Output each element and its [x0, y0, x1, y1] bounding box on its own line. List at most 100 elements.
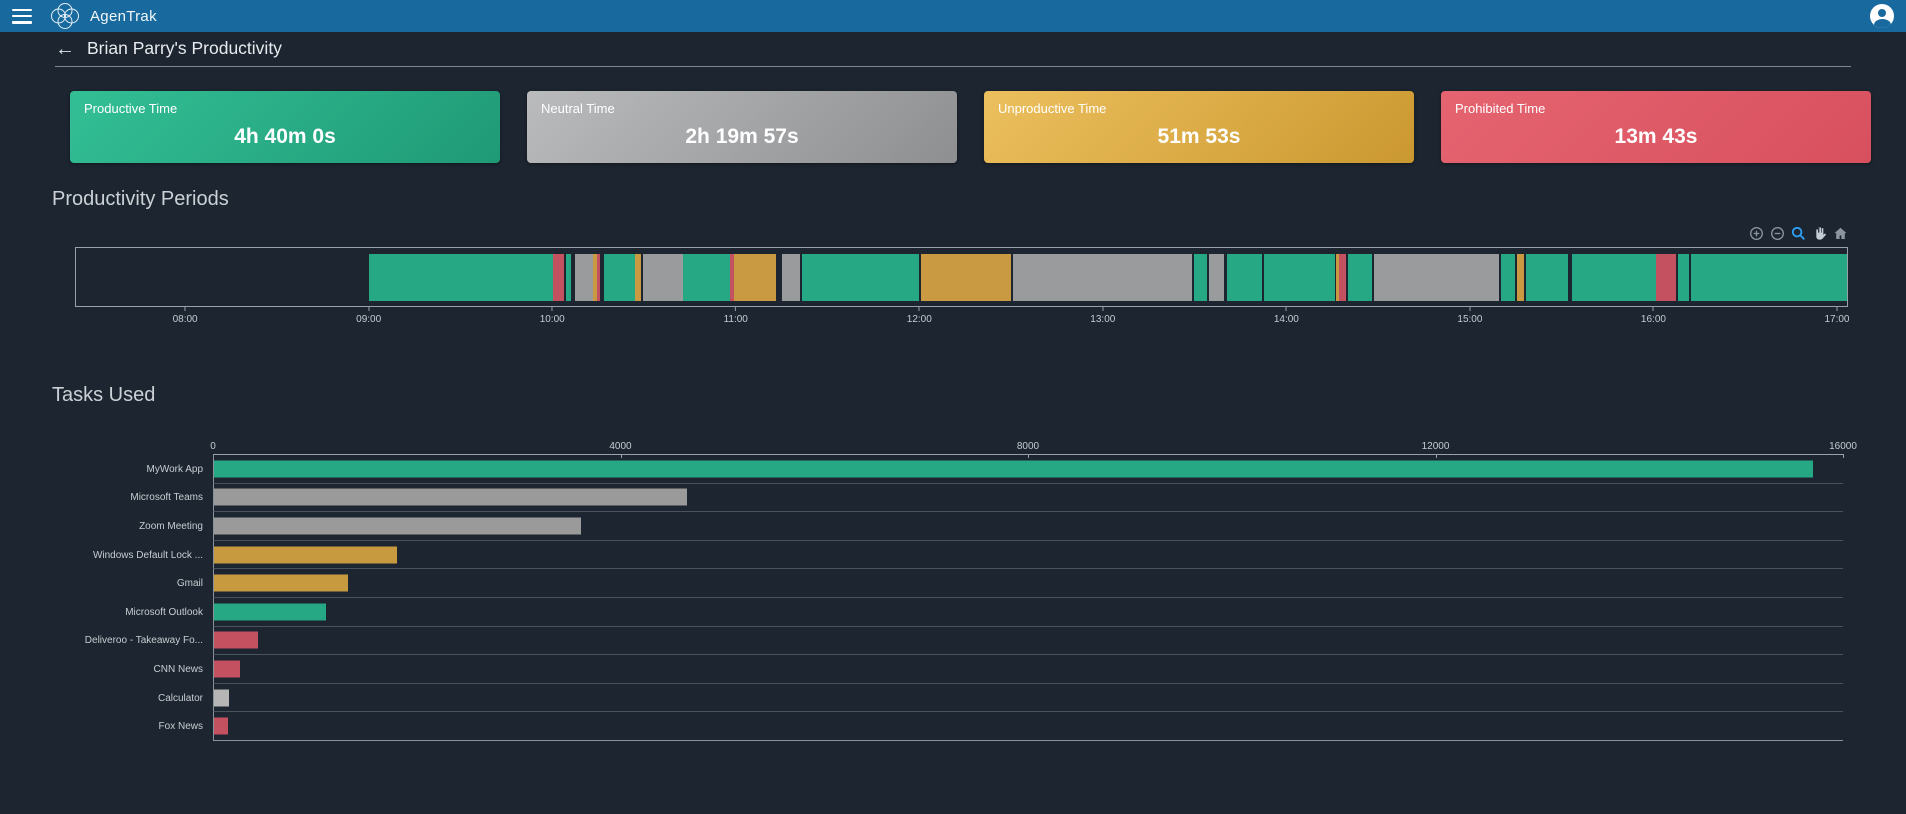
timeline-segment-productive[interactable]	[1691, 254, 1847, 301]
timeline-segment-unproductive[interactable]	[593, 254, 597, 301]
summary-cards: Productive Time 4h 40m 0s Neutral Time 2…	[70, 91, 1871, 163]
task-row: CNN News	[50, 655, 1843, 684]
box-zoom-icon[interactable]	[1790, 225, 1806, 241]
timeline-segment-prohibited[interactable]	[1656, 254, 1677, 301]
task-bar-productive[interactable]	[214, 460, 1813, 478]
task-bar-prohibited[interactable]	[214, 660, 240, 678]
timeline-segment-prohibited[interactable]	[596, 254, 601, 301]
task-bar-track	[213, 655, 1843, 684]
page-title: Brian Parry's Productivity	[87, 38, 282, 58]
tasks-axis-tick-label: 16000	[1829, 441, 1857, 452]
timeline-plot-area[interactable]	[75, 247, 1848, 307]
timeline-segment-neutral[interactable]	[781, 254, 801, 301]
timeline-segment-productive[interactable]	[1194, 254, 1208, 301]
timeline-axis-tick: 14:00	[1274, 307, 1299, 325]
timeline-segment-productive[interactable]	[1500, 254, 1516, 301]
task-label: Fox News	[158, 721, 203, 733]
tasks-axis-tick-label: 4000	[609, 441, 632, 452]
timeline-axis-tick: 09:00	[356, 307, 381, 325]
timeline-segment-prohibited[interactable]	[730, 254, 735, 301]
timeline-segment-neutral[interactable]	[1374, 254, 1499, 301]
timeline-segment-unproductive[interactable]	[635, 254, 641, 301]
tasks-axis-tickmark	[1028, 454, 1029, 458]
top-navbar: AgenTrak	[0, 0, 1906, 32]
card-value: 4h 40m 0s	[234, 125, 336, 148]
task-bar-unproductive[interactable]	[214, 574, 348, 592]
task-bar-neutral[interactable]	[214, 517, 581, 535]
tasks-x-axis: 0 4000 8000 12000 16000	[210, 429, 1857, 458]
task-row: Fox News	[50, 712, 1843, 741]
tasks-axis-tickmark	[620, 454, 622, 458]
timeline-segment-neutral[interactable]	[1012, 254, 1193, 301]
task-row: Deliveroo - Takeaway Fo...	[50, 626, 1843, 656]
timeline-segment-unproductive[interactable]	[921, 254, 1011, 301]
user-avatar-button[interactable]	[1870, 4, 1894, 28]
task-bar-track	[213, 483, 1843, 513]
task-bar-unproductive[interactable]	[214, 546, 398, 564]
timeline-segment-prohibited[interactable]	[552, 254, 564, 301]
periods-section-title: Productivity Periods	[52, 188, 229, 210]
timeline-axis-tick: 10:00	[540, 307, 565, 325]
timeline-segment-productive[interactable]	[1263, 254, 1336, 301]
zoom-in-icon[interactable]	[1748, 225, 1764, 241]
timeline-segment-productive[interactable]	[1348, 254, 1373, 301]
timeline-axis-tick: 11:00	[724, 307, 748, 325]
home-icon[interactable]	[1832, 225, 1848, 241]
task-bar-track	[213, 455, 1843, 484]
task-bar-neutral_light[interactable]	[214, 689, 229, 707]
timeline-segment-productive[interactable]	[369, 254, 553, 301]
neutral-time-card: Neutral Time 2h 19m 57s	[527, 91, 957, 163]
timeline-axis-tick: 17:00	[1824, 307, 1850, 325]
task-row: Microsoft Teams	[50, 483, 1843, 513]
tasks-axis-tick-label: 8000	[1016, 441, 1040, 452]
task-label: CNN News	[153, 663, 203, 675]
task-row: Zoom Meeting	[50, 512, 1843, 541]
timeline-segment-neutral[interactable]	[1209, 254, 1224, 301]
task-bar-prohibited[interactable]	[214, 631, 258, 649]
timeline-segment-productive[interactable]	[802, 254, 920, 301]
tasks-bar-chart: 0 4000 8000 12000 16000 MyWork App Microsoft …	[50, 429, 1857, 741]
productivity-timeline-chart: 08:00 09:00 10:00 11:00 12:00 13:00 14:00 15:00…	[75, 247, 1850, 331]
timeline-segment-prohibited[interactable]	[1339, 254, 1347, 301]
hamburger-menu-icon[interactable]	[12, 8, 32, 24]
task-label: Microsoft Teams	[130, 492, 203, 504]
task-label: Microsoft Outlook	[125, 606, 203, 618]
card-label: Prohibited Time	[1455, 101, 1546, 116]
timeline-segment-productive[interactable]	[565, 254, 571, 301]
task-bar-track	[213, 683, 1843, 713]
timeline-segment-productive[interactable]	[604, 254, 636, 301]
task-bar-prohibited[interactable]	[214, 717, 229, 735]
timeline-axis: 08:00 09:00 10:00 11:00 12:00 13:00 14:00 15:00…	[75, 307, 1850, 331]
card-label: Productive Time	[84, 101, 178, 116]
pan-hand-icon[interactable]	[1811, 225, 1827, 241]
timeline-segment-unproductive[interactable]	[1335, 254, 1340, 301]
zoom-out-icon[interactable]	[1769, 225, 1785, 241]
timeline-segment-productive[interactable]	[1678, 254, 1690, 301]
tasks-axis-tick-label: 12000	[1421, 441, 1450, 452]
task-bar-productive[interactable]	[214, 603, 326, 621]
timeline-segment-productive[interactable]	[1227, 254, 1263, 301]
app-logo-icon	[48, 1, 82, 31]
timeline-segment-neutral[interactable]	[642, 254, 683, 301]
tasks-section-title: Tasks Used	[52, 384, 156, 406]
task-bar-track	[213, 512, 1843, 541]
timeline-segment-unproductive[interactable]	[734, 254, 777, 301]
timeline-segment-unproductive[interactable]	[1517, 254, 1525, 301]
task-bar-track	[213, 712, 1843, 741]
prohibited-time-card: Prohibited Time 13m 43s	[1441, 91, 1871, 163]
card-label: Neutral Time	[541, 101, 615, 116]
task-row: Gmail	[50, 569, 1843, 598]
chart-modebar	[50, 225, 1848, 241]
card-label: Unproductive Time	[998, 101, 1107, 116]
task-bar-neutral[interactable]	[214, 488, 688, 506]
timeline-segment-productive[interactable]	[682, 254, 731, 301]
timeline-segment-neutral[interactable]	[574, 254, 593, 301]
timeline-segment-productive[interactable]	[1572, 254, 1657, 301]
back-button[interactable]: ←	[55, 37, 75, 60]
task-row: Calculator	[50, 683, 1843, 713]
task-bar-track	[213, 540, 1843, 570]
tasks-axis-row: 0 4000 8000 12000 16000	[50, 429, 1857, 458]
task-row: Microsoft Outlook	[50, 597, 1843, 627]
timeline-segment-productive[interactable]	[1526, 254, 1569, 301]
task-label: Gmail	[176, 578, 203, 590]
